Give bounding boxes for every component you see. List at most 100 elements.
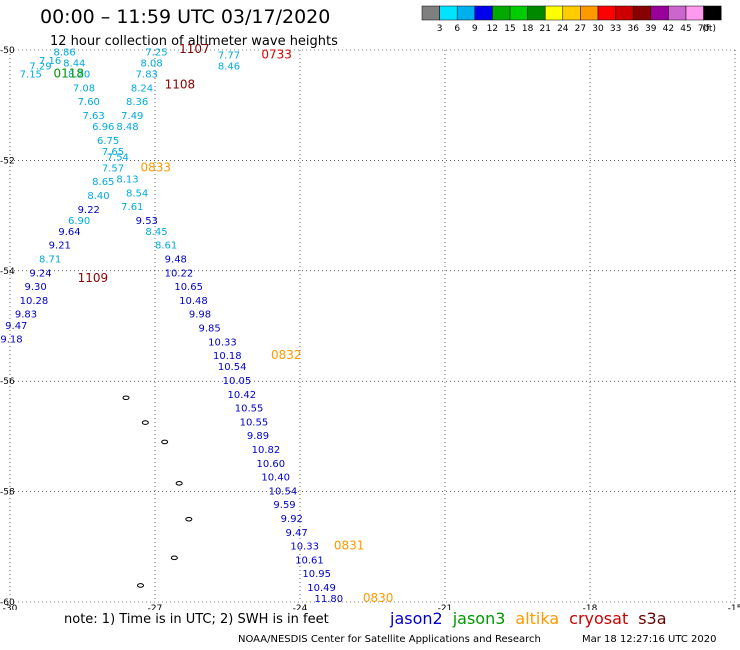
wave-height-value: 8.36: [126, 97, 148, 108]
wave-height-value: 7.77: [218, 50, 240, 61]
wave-height-value: 9.30: [25, 282, 47, 293]
wave-height-value: 10.40: [261, 473, 290, 484]
wave-height-value: 7.83: [136, 70, 158, 81]
wave-height-value: 10.33: [290, 542, 319, 553]
wave-height-value: 11.80: [315, 594, 344, 605]
footer-timestamp: Mar 18 12:27:16 UTC 2020: [582, 634, 717, 645]
wave-height-value: 8.40: [87, 191, 109, 202]
y-tick-label: -56: [0, 377, 15, 387]
x-tick-label: -24: [293, 604, 308, 610]
satellite-name: cryosat: [569, 609, 629, 628]
legend-label: 12: [487, 24, 498, 34]
wave-height-value: 10.55: [235, 404, 264, 415]
wave-height-value: 10.61: [295, 555, 324, 566]
legend-label: 6: [454, 24, 460, 34]
y-tick-label: -52: [0, 156, 15, 166]
island-outline: [137, 583, 144, 588]
wave-height-value: 7.54: [107, 152, 129, 163]
wave-height-value: 9.98: [189, 310, 211, 321]
wave-height-value: 7.29: [29, 61, 51, 72]
y-tick-label: -54: [0, 267, 15, 277]
wave-height-value: 8.46: [218, 61, 240, 72]
wave-height-value: 9.48: [165, 255, 187, 266]
wave-height-value: 9.53: [136, 216, 158, 227]
wave-height-value: 7.15: [20, 70, 42, 81]
x-tick-label: -15: [728, 604, 740, 610]
page-subtitle: 12 hour collection of altimeter wave hei…: [50, 34, 338, 49]
wave-height-value: 7.25: [145, 48, 167, 59]
wave-height-value: 9.47: [5, 321, 27, 332]
y-tick-label: -60: [0, 598, 15, 608]
satellite-legend: jason2 jason3 altika cryosat s3a: [390, 609, 677, 628]
wave-height-value: 10.65: [174, 282, 203, 293]
wave-height-value: 9.47: [286, 528, 308, 539]
wave-height-value: 8.61: [155, 241, 177, 252]
legend-label: 18: [522, 24, 534, 34]
x-tick-label: -21: [438, 604, 453, 610]
wave-height-value: 10.18: [213, 351, 242, 362]
legend-label: 9: [472, 24, 478, 34]
pass-time-label: 1107: [179, 42, 210, 56]
legend-label: 33: [610, 24, 621, 34]
wave-height-value: 6.90: [68, 216, 90, 227]
wave-height-value: 10.49: [307, 583, 336, 594]
wave-height-value: 8.65: [92, 177, 114, 188]
wave-height-value: 10.55: [240, 417, 269, 428]
legend-label: 70: [698, 24, 710, 34]
wave-height-value: 8.86: [54, 48, 76, 59]
pass-time-label: 0833: [141, 160, 172, 174]
wave-height-value: 10.42: [228, 390, 257, 401]
island-outline: [141, 420, 149, 425]
island-outline: [185, 516, 193, 522]
wave-height-value: 9.92: [281, 514, 303, 525]
wave-height-value: 10.22: [165, 268, 194, 279]
wave-height-value: 7.57: [102, 163, 124, 174]
color-legend: 3 6 9 12 15 18 21 24 27 30 33 36 39 42 45 70(ft): [421, 5, 722, 34]
satellite-name: jason3: [452, 609, 506, 628]
footer-org: NOAA/NESDIS Center for Satellite Applica…: [238, 634, 541, 645]
x-tick-label: -18: [583, 604, 598, 610]
wave-height-value: 8.54: [126, 188, 148, 199]
wave-height-value: 9.22: [78, 205, 100, 216]
wave-height-value: 7.63: [83, 111, 105, 122]
wave-height-value: 8.24: [131, 83, 153, 94]
legend-label: 30: [592, 24, 604, 34]
x-tick-label: -30: [3, 604, 18, 610]
legend-unit: (ft): [702, 24, 716, 34]
wave-height-value: 7.49: [121, 111, 143, 122]
wave-height-value: 10.28: [20, 296, 49, 307]
wave-height-value: 9.89: [247, 431, 269, 442]
legend-label: 36: [627, 24, 639, 34]
island-outline: [175, 481, 183, 486]
legend-swatch: [703, 5, 722, 21]
wave-height-map: -30 -27 -24 -21 -18 -15 -50 -52 -54 -56 -58 -60 8.86…: [0, 42, 740, 610]
wave-height-value: 9.85: [199, 324, 221, 335]
pass-time-label: 1109: [78, 271, 109, 285]
pass-time-label: 0830: [363, 591, 394, 605]
wave-height-value: 7.61: [121, 202, 143, 213]
wave-height-value: 8.08: [141, 59, 163, 70]
wave-height-value: 10.48: [179, 296, 208, 307]
pass-time-label: 0118: [54, 67, 85, 81]
island-outline: [122, 395, 130, 401]
wave-height-value: 10.82: [252, 445, 281, 456]
wave-height-value: 8.44: [63, 59, 85, 70]
wave-height-value: 8.48: [116, 122, 138, 133]
island-outline: [170, 555, 178, 561]
wave-height-value: 10.54: [218, 362, 247, 373]
wave-height-value: 10.05: [223, 376, 252, 387]
wave-height-value: 9.64: [58, 227, 80, 238]
page-title: 00:00 – 11:59 UTC 03/17/2020: [40, 6, 331, 28]
wave-height-value: 10.60: [257, 459, 286, 470]
legend-label: 45: [680, 24, 691, 34]
wave-height-value: 7.60: [78, 97, 100, 108]
wave-height-value: 8.71: [39, 255, 61, 266]
wave-height-value: 7.65: [102, 147, 124, 158]
wave-height-value: 9.59: [273, 500, 295, 511]
satellite-name: altika: [515, 609, 560, 628]
x-tick-label: -27: [148, 604, 163, 610]
island-outline: [161, 439, 169, 445]
wave-height-value: 10.54: [269, 486, 298, 497]
legend-label: 21: [539, 24, 550, 34]
wave-height-value: 10.95: [302, 569, 331, 580]
